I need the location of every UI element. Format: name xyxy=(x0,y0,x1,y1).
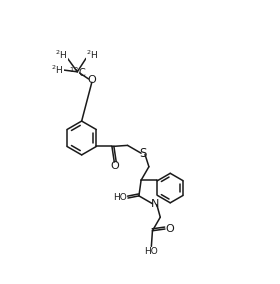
Text: $^2$H: $^2$H xyxy=(86,48,98,61)
Text: O: O xyxy=(165,224,174,234)
Text: HO: HO xyxy=(113,193,127,202)
Text: $^2$H: $^2$H xyxy=(51,64,64,76)
Text: S: S xyxy=(139,147,147,160)
Text: N: N xyxy=(151,199,159,209)
Text: O: O xyxy=(110,161,119,172)
Text: O: O xyxy=(87,75,96,85)
Text: $^2$H: $^2$H xyxy=(55,48,67,61)
Text: $^{13}$C: $^{13}$C xyxy=(69,65,87,79)
Text: HO: HO xyxy=(144,247,158,256)
